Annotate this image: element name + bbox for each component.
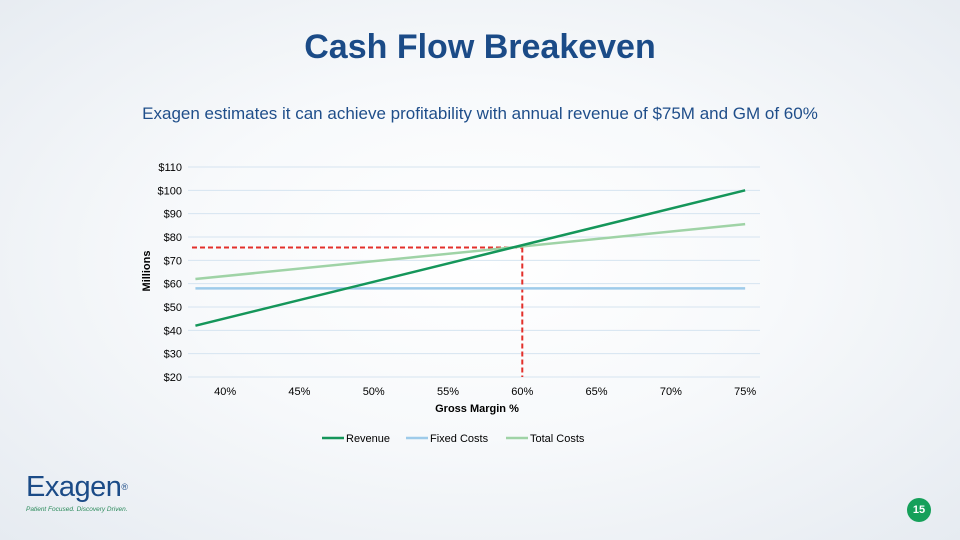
y-tick-label: $70 — [164, 255, 182, 267]
y-tick-label: $20 — [164, 372, 182, 384]
chart-legend: Revenue Fixed Costs Total Costs — [322, 433, 585, 445]
y-tick-label: $60 — [164, 279, 182, 291]
y-tick-label: $40 — [164, 325, 182, 337]
slide-title: Cash Flow Breakeven — [304, 28, 656, 66]
exagen-logo: Exagen® Patient Focused. Discovery Drive… — [26, 472, 166, 522]
x-tick-label: 65% — [586, 386, 608, 398]
x-tick-label: 40% — [214, 386, 236, 398]
x-tick-label: 70% — [660, 386, 682, 398]
logo-tagline: Patient Focused. Discovery Driven. — [26, 506, 128, 513]
series-line-revenue — [195, 189, 746, 327]
y-axis-label: Millions — [141, 251, 153, 292]
x-tick-label: 60% — [511, 386, 533, 398]
y-tick-label: $100 — [158, 185, 182, 197]
y-tick-label: $80 — [164, 232, 182, 244]
y-axis-ticks: $20 $30 $40 $50 $60 $70 $80 $90 $100 $110 — [158, 162, 182, 384]
y-tick-label: $30 — [164, 349, 182, 361]
series-line-total-costs — [195, 222, 746, 281]
x-tick-label: 75% — [734, 386, 756, 398]
slide-subtitle: Exagen estimates it can achieve profitab… — [142, 104, 818, 123]
y-tick-label: $110 — [158, 162, 182, 174]
logo-wordmark: Exagen — [26, 471, 122, 503]
chart-grid — [188, 166, 760, 378]
legend-label-fixed-costs: Fixed Costs — [430, 433, 489, 445]
logo-registered-mark: ® — [121, 482, 128, 492]
page-number-badge: 15 — [907, 498, 931, 522]
y-tick-label: $90 — [164, 209, 182, 221]
x-tick-label: 55% — [437, 386, 459, 398]
x-tick-label: 45% — [288, 386, 310, 398]
chart-series — [195, 189, 746, 327]
x-axis-ticks: 40% 45% 50% 55% 60% 65% 70% 75% — [214, 386, 756, 398]
breakeven-guides — [192, 246, 524, 377]
legend-label-revenue: Revenue — [346, 433, 390, 445]
x-tick-label: 50% — [363, 386, 385, 398]
legend-label-total-costs: Total Costs — [530, 433, 585, 445]
x-axis-label: Gross Margin % — [435, 403, 519, 415]
y-tick-label: $50 — [164, 302, 182, 314]
